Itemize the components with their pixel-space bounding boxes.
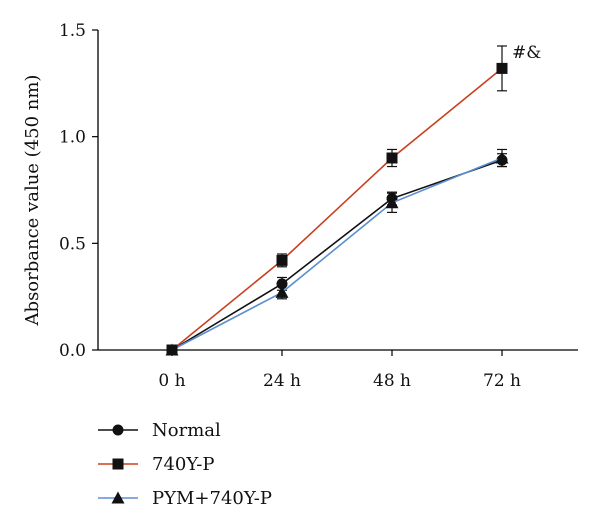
x-tick-label: 72 h — [483, 371, 521, 391]
legend-entry: PYM+740Y-P — [98, 488, 272, 509]
data-point — [385, 196, 399, 209]
legend-marker — [112, 458, 124, 470]
legend-label: 740Y-P — [152, 454, 214, 475]
series-pym-740y-p — [165, 148, 509, 356]
legend-label: Normal — [152, 420, 221, 441]
y-tick-label: 1.5 — [59, 21, 86, 41]
series-layer — [165, 45, 509, 356]
legend-entry: Normal — [98, 420, 221, 441]
y-axis-ticks: 0.0 0.5 1.0 1.5 — [59, 21, 98, 361]
y-tick-label: 0.5 — [59, 234, 86, 254]
data-point — [275, 285, 289, 298]
annotation-layer: #& — [512, 43, 541, 63]
data-point — [496, 62, 508, 74]
data-point — [276, 278, 288, 290]
axes — [97, 30, 578, 351]
legend-entry: 740Y-P — [98, 454, 214, 475]
legend-label: PYM+740Y-P — [152, 488, 272, 509]
x-tick-label: 0 h — [158, 371, 185, 391]
data-point — [276, 254, 288, 266]
y-tick-label: 1.0 — [59, 128, 86, 148]
data-point — [386, 152, 398, 164]
x-axis-ticks: 0 h 24 h 48 h 72 h — [158, 350, 521, 391]
x-tick-label: 24 h — [263, 371, 301, 391]
y-tick-label: 0.0 — [59, 341, 86, 361]
series-line — [171, 159, 503, 351]
data-point — [166, 344, 178, 356]
series-line — [171, 157, 503, 351]
y-axis-title: Absorbance value (450 nm) — [22, 75, 43, 327]
data-point — [495, 151, 509, 164]
legend-marker — [111, 491, 125, 504]
series-line — [171, 67, 503, 351]
x-tick-label: 48 h — [373, 371, 411, 391]
legend: Normal 740Y-P PYM+740Y-P — [98, 420, 272, 509]
legend-marker — [112, 424, 124, 436]
significance-annotation: #& — [512, 43, 541, 63]
series-740y-p — [166, 45, 508, 356]
